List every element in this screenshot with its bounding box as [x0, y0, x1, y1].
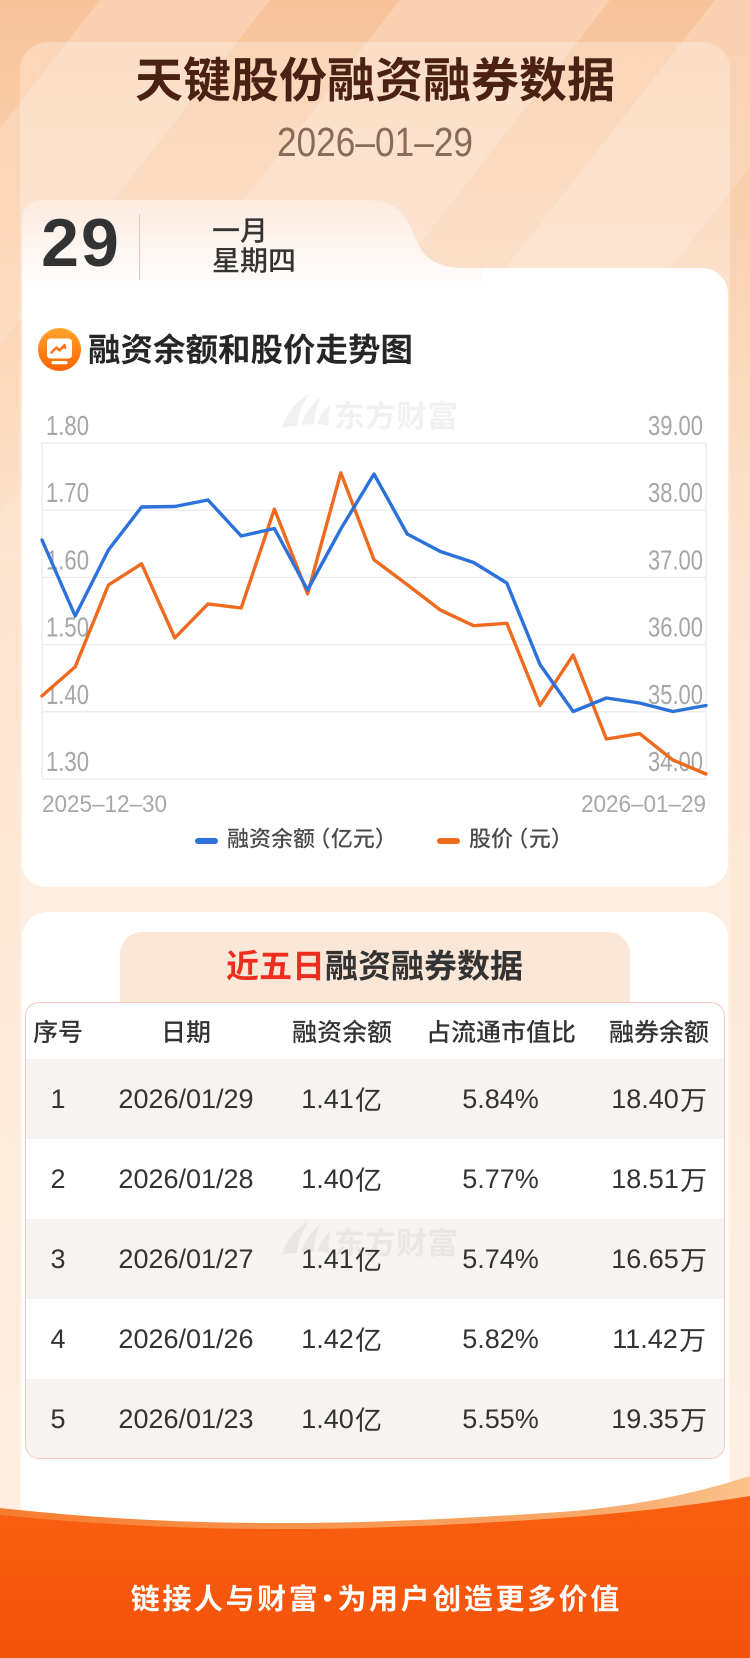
svg-text:1.60: 1.60	[46, 544, 89, 575]
svg-text:38.00: 38.00	[648, 477, 703, 508]
svg-text:1.80: 1.80	[46, 410, 89, 441]
svg-text:1.40: 1.40	[46, 679, 89, 710]
svg-text:2025–12–30: 2025–12–30	[42, 791, 167, 818]
svg-text:2026–01–29: 2026–01–29	[581, 791, 706, 818]
svg-text:1.30: 1.30	[46, 746, 89, 777]
svg-text:39.00: 39.00	[648, 410, 703, 441]
svg-text:1.70: 1.70	[46, 477, 89, 508]
svg-text:1.50: 1.50	[46, 612, 89, 643]
svg-text:36.00: 36.00	[648, 612, 703, 643]
svg-text:35.00: 35.00	[648, 679, 703, 710]
svg-text:37.00: 37.00	[648, 544, 703, 575]
